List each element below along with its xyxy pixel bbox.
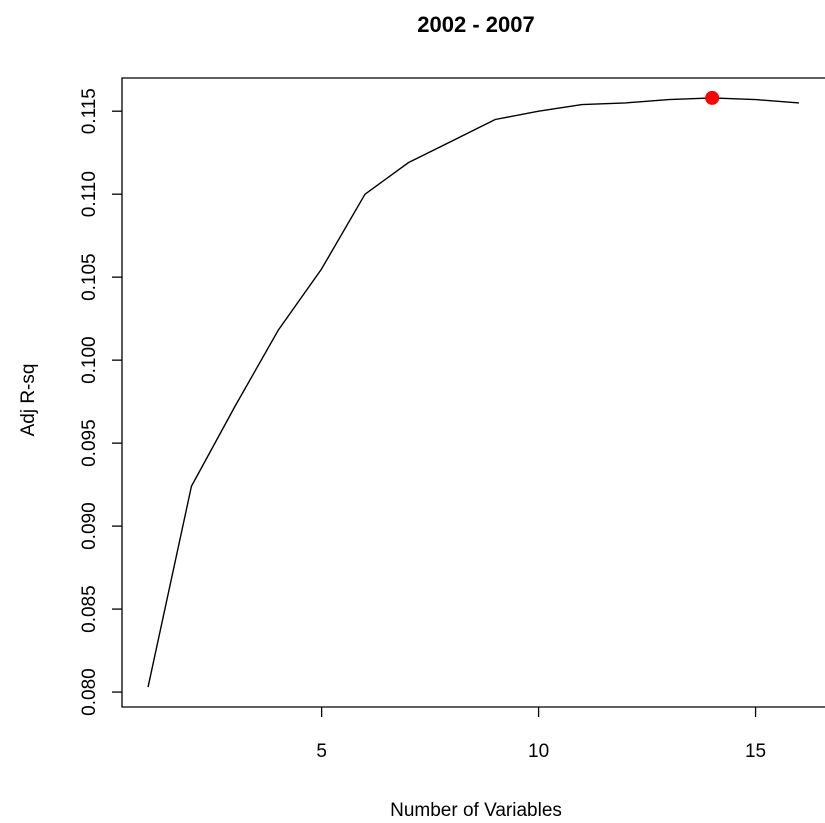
y-tick-label-6: 0.110 [79,171,100,217]
y-tick-label-7: 0.115 [79,88,100,134]
plot-frame [121,77,825,708]
y-tick-label-0: 0.080 [79,668,100,716]
x-axis-label: Number of Variables [390,800,562,821]
chart-title: 2002 - 2007 [417,12,534,37]
series-layer [147,97,800,688]
y-tick-label-1: 0.085 [79,585,100,633]
axes: 5 10 15 0.080 0.085 0.090 0.095 0.100 0.105 0.110… [79,77,825,762]
highlight-layer [705,90,720,105]
y-tick-label-4: 0.100 [79,336,100,384]
x-tick-label-10: 10 [528,741,549,762]
max-point-marker [705,90,720,105]
x-tick-label-5: 5 [316,741,327,762]
y-tick-label-5: 0.105 [79,253,100,301]
series-line-0 [147,97,800,688]
y-tick-label-2: 0.090 [79,502,100,550]
x-tick-label-15: 15 [745,741,766,762]
y-tick-label-3: 0.095 [79,419,100,467]
y-axis-label: Adj R-sq [18,364,39,437]
